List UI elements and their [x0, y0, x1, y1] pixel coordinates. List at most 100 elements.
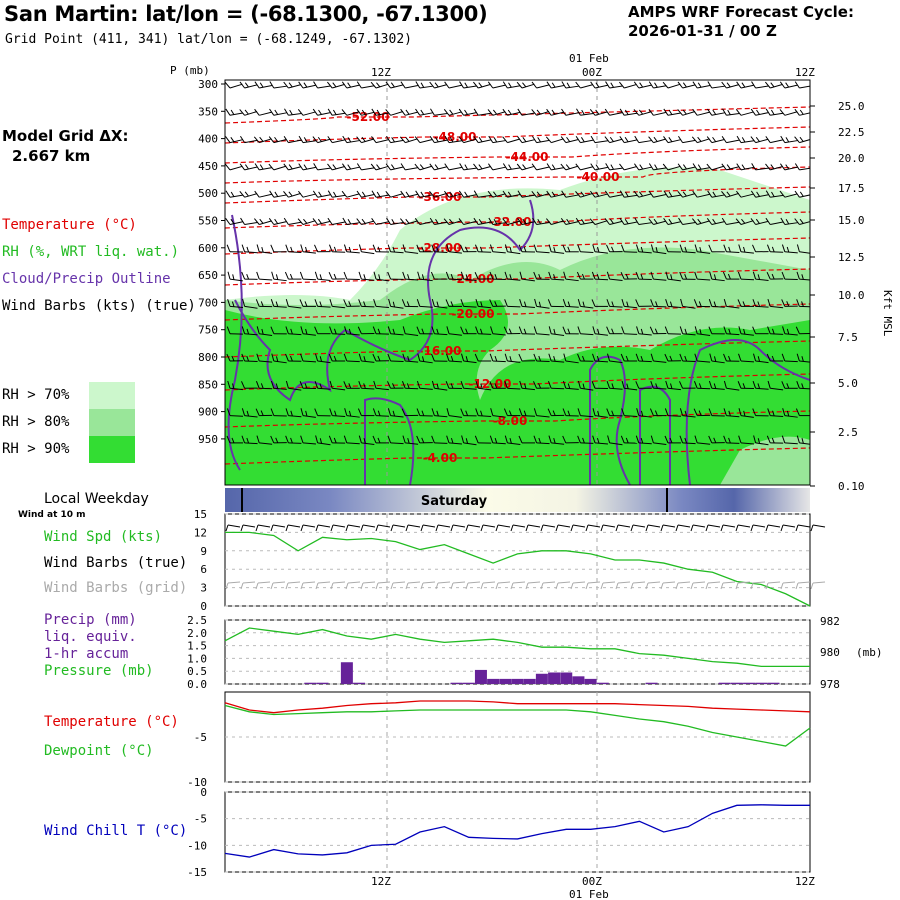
wind-barb [722, 108, 740, 116]
wind-barb-staff [375, 415, 390, 417]
wind-barb-flag [329, 298, 333, 307]
wind-barb-staff [580, 251, 594, 253]
pressure-line [224, 627, 810, 668]
wind-barb [575, 81, 594, 89]
wind-barb-flag [655, 247, 658, 253]
wind-barb-flag [230, 109, 235, 115]
wind-barb-flag [283, 217, 289, 225]
wind-barb-staff [638, 360, 652, 363]
wind-barb-flag [445, 381, 450, 389]
wind-barb [431, 435, 448, 444]
wind-barb-flag [290, 246, 293, 253]
wind-barb-flag [275, 301, 279, 307]
wind-barb [592, 435, 608, 445]
wind-barb-staff [711, 165, 725, 171]
wind-barb-flag [494, 355, 498, 362]
wind-barb [796, 353, 810, 363]
wind-barb-flag [566, 218, 571, 224]
chill-panel-frame [224, 791, 811, 873]
wind-barb-flag [392, 246, 396, 253]
wind-barb-flag [738, 435, 742, 444]
wind-barb-flag [493, 219, 498, 225]
wind-barb-staff [755, 220, 769, 225]
wind-barb-flag [801, 356, 804, 362]
wind-barb-staff [507, 194, 521, 198]
wind-barb [592, 408, 608, 418]
rh80-swatch [89, 409, 135, 436]
wind-barb-flag [640, 437, 644, 444]
wind-barb-flag [538, 437, 542, 444]
wind-barb-flag [654, 164, 658, 170]
surface-wind-barb [645, 524, 661, 532]
wind-barb-flag [446, 326, 450, 334]
wind-barb [285, 380, 302, 391]
forecast-cycle-value: 2026-01-31 / 00 Z [628, 22, 777, 40]
wind-barb-staff [682, 251, 696, 254]
wind-barb-flag [314, 299, 319, 307]
wind-barb-flag [743, 328, 746, 335]
wind-barb-flag [640, 274, 644, 280]
wind-barb [255, 408, 273, 417]
wind-barb-flag [755, 136, 760, 142]
wind-barb-flag [239, 81, 245, 89]
precip-panel-ytick: 1.0 [187, 652, 207, 665]
wind-barb-staff [448, 251, 462, 254]
wind-barb-flag [562, 380, 567, 389]
wind-barb-staff [799, 85, 810, 89]
wind-barb-flag [401, 381, 406, 389]
wind-barb [561, 190, 579, 198]
grid-barb-flag [270, 582, 274, 590]
wind-barb-flag [464, 164, 468, 170]
wind-barb [736, 135, 754, 144]
wind-barb [475, 408, 492, 418]
wind-barb-staff [244, 84, 258, 89]
wind-barb [344, 408, 360, 418]
grid-barb-flag [300, 582, 304, 590]
wind-barb-flag [509, 247, 512, 253]
wind-barb [663, 136, 681, 144]
wind-barb-flag [538, 301, 542, 308]
wind-barb [370, 81, 389, 89]
wind-barb-flag [679, 435, 684, 444]
wind-barb [691, 218, 710, 225]
wind-barb [721, 217, 740, 225]
wind-barb-flag [706, 218, 713, 225]
wind-barb [590, 135, 608, 144]
wind-barb-flag [794, 136, 800, 143]
wind-barb-staff [317, 194, 331, 198]
wind-barb-flag [566, 82, 571, 88]
wind-barb [285, 353, 302, 362]
surface-barb-flag [645, 524, 649, 532]
wind-barb-flag [445, 299, 450, 307]
wind-barb-flag [560, 136, 567, 143]
wind-barb [679, 353, 696, 362]
surface-barb-flag [495, 524, 499, 532]
wind-barb [488, 217, 506, 225]
wind-barb [385, 163, 404, 171]
wind-barb [738, 353, 755, 363]
wind-barb [344, 326, 360, 336]
wind-barb [283, 81, 302, 89]
wind-barb-flag [782, 408, 786, 416]
wind-barb [519, 271, 535, 282]
wind-barb-flag [242, 298, 246, 307]
wind-barb [752, 244, 769, 253]
wind-barb-staff [565, 305, 579, 308]
wind-barb-flag [225, 136, 231, 143]
wind-barb [373, 271, 389, 282]
wind-barb-flag [779, 109, 786, 116]
wind-barb-flag [255, 381, 260, 389]
wind-barb-staff [536, 221, 550, 225]
wind-barb [589, 218, 608, 225]
wind-barb-staff [726, 112, 740, 116]
wind-barb [708, 299, 725, 308]
wind-barb-staff [740, 166, 754, 171]
grid-barb-flag [525, 582, 529, 590]
wind-barb [356, 108, 375, 116]
wind-barb-staff [229, 305, 243, 309]
wind-barb-flag [626, 301, 629, 307]
wind-barb-flag [387, 271, 392, 280]
wind-barb-flag [297, 218, 304, 225]
wind-barb [285, 408, 302, 418]
wind-barb-flag [363, 274, 366, 280]
